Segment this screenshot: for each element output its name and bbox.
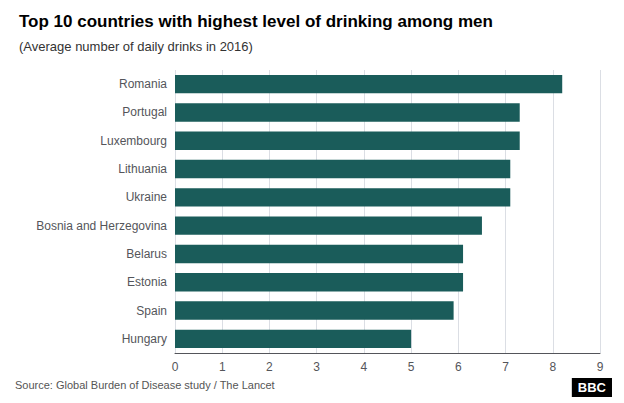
svg-text:0: 0 xyxy=(172,360,179,374)
svg-text:3: 3 xyxy=(313,360,320,374)
svg-text:Luxembourg: Luxembourg xyxy=(100,134,167,148)
svg-text:Belarus: Belarus xyxy=(126,247,167,261)
svg-text:(Average number of daily drink: (Average number of daily drinks in 2016) xyxy=(19,39,253,54)
svg-text:Spain: Spain xyxy=(136,304,167,318)
svg-text:Portugal: Portugal xyxy=(122,105,167,119)
svg-text:Estonia: Estonia xyxy=(127,275,167,289)
svg-text:Source: Global Burden of Disea: Source: Global Burden of Disease study /… xyxy=(15,379,275,391)
svg-text:Romania: Romania xyxy=(119,77,167,91)
svg-text:Hungary: Hungary xyxy=(122,332,167,346)
svg-text:6: 6 xyxy=(455,360,462,374)
svg-text:Top 10 countries with highest: Top 10 countries with highest level of d… xyxy=(19,12,493,31)
svg-text:Bosnia and Herzegovina: Bosnia and Herzegovina xyxy=(36,219,167,233)
svg-text:Ukraine: Ukraine xyxy=(126,190,168,204)
svg-text:BBC: BBC xyxy=(578,380,607,395)
svg-text:9: 9 xyxy=(597,360,604,374)
svg-text:8: 8 xyxy=(549,360,556,374)
svg-text:5: 5 xyxy=(408,360,415,374)
svg-text:1: 1 xyxy=(219,360,226,374)
svg-text:4: 4 xyxy=(361,360,368,374)
svg-text:Lithuania: Lithuania xyxy=(118,162,167,176)
svg-text:7: 7 xyxy=(502,360,509,374)
svg-text:2: 2 xyxy=(266,360,273,374)
